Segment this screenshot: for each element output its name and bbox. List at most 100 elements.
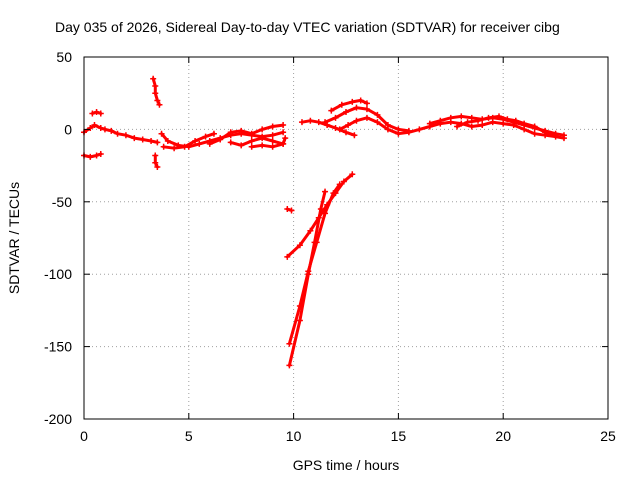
series-segment-k [284, 206, 295, 214]
series-segment-g [160, 130, 217, 152]
data-point [202, 133, 209, 140]
y-tick-label: -50 [52, 194, 72, 210]
data-point [227, 129, 234, 136]
data-point [288, 207, 295, 214]
series-line [285, 172, 354, 259]
data-point [395, 130, 402, 137]
x-axis-label: GPS time / hours [293, 457, 400, 473]
data-point [374, 111, 381, 118]
data-point [93, 152, 100, 159]
x-tick-label: 10 [286, 428, 302, 444]
data-point [286, 340, 293, 347]
data-point [363, 114, 370, 121]
data-point [322, 119, 329, 126]
data-point [286, 362, 293, 369]
data-point [181, 143, 188, 150]
data-point [154, 97, 161, 104]
y-tick-label: -200 [44, 411, 72, 427]
series-line [250, 142, 285, 149]
data-point [97, 110, 104, 117]
x-tick-label: 20 [495, 428, 511, 444]
data-point [437, 117, 444, 124]
series-segment-q [328, 97, 370, 114]
data-point [108, 127, 115, 134]
series-segment-a [81, 122, 161, 146]
data-point [259, 142, 266, 149]
x-tick-label: 25 [600, 428, 616, 444]
data-point [269, 132, 276, 139]
data-point [512, 117, 519, 124]
y-tick-label: 50 [56, 49, 72, 65]
data-point [552, 132, 559, 139]
data-point [315, 119, 322, 126]
data-point [504, 116, 511, 123]
data-point [317, 206, 324, 213]
series-segment-n [286, 181, 343, 347]
data-point [475, 117, 482, 124]
data-point [154, 164, 161, 171]
data-point [405, 129, 412, 136]
data-point [357, 97, 364, 104]
tick-layer: 0 5 10 15 20 25 -200 -150 -100 -50 0 50 [44, 49, 616, 444]
data-point [152, 90, 159, 97]
series-segment-e [152, 152, 161, 171]
data-point [284, 253, 291, 260]
data-point [521, 120, 528, 127]
data-point [196, 140, 203, 147]
data-point [343, 129, 349, 136]
series-segment-r [336, 114, 567, 142]
data-point [156, 101, 163, 108]
data-point [296, 303, 303, 310]
data-point [384, 126, 391, 133]
x-tick-label: 5 [185, 428, 193, 444]
data-point [97, 151, 104, 158]
data-point [238, 127, 245, 134]
data-point [305, 268, 312, 275]
data-point [298, 119, 305, 126]
data-point [328, 107, 335, 114]
data-point [464, 119, 471, 126]
data-point [468, 114, 475, 121]
y-tick-label: -150 [44, 339, 72, 355]
data-point [206, 140, 213, 147]
data-point [152, 159, 159, 166]
data-point [259, 126, 266, 133]
data-point [171, 145, 178, 152]
data-point [332, 124, 339, 131]
data-point [531, 123, 538, 130]
data-point [560, 132, 567, 139]
y-tick-label: 0 [64, 121, 72, 137]
data-point [280, 122, 287, 129]
series-segment-t [454, 113, 559, 139]
data-point [101, 126, 108, 133]
data-point [322, 210, 329, 217]
data-point [479, 122, 486, 129]
data-point [363, 100, 370, 107]
data-point [345, 122, 352, 129]
data-point [87, 124, 94, 131]
data-point [97, 124, 104, 131]
data-point [93, 109, 100, 116]
data-point [89, 110, 96, 117]
data-point [210, 130, 217, 137]
data-point [248, 143, 255, 150]
data-point [363, 106, 370, 113]
data-point [336, 126, 343, 133]
data-point [307, 117, 314, 124]
data-point [454, 123, 461, 130]
data-point [91, 122, 98, 129]
data-point [280, 129, 287, 136]
series-layer [81, 75, 567, 369]
data-point [282, 135, 289, 142]
data-point [284, 206, 291, 213]
data-point [496, 113, 503, 120]
data-point [248, 137, 255, 144]
data-point [447, 114, 454, 121]
data-point [313, 239, 320, 246]
y-tick-label: -100 [44, 266, 72, 282]
data-point [269, 137, 276, 144]
data-point [426, 120, 433, 127]
data-point [259, 135, 266, 142]
data-point [248, 130, 255, 137]
